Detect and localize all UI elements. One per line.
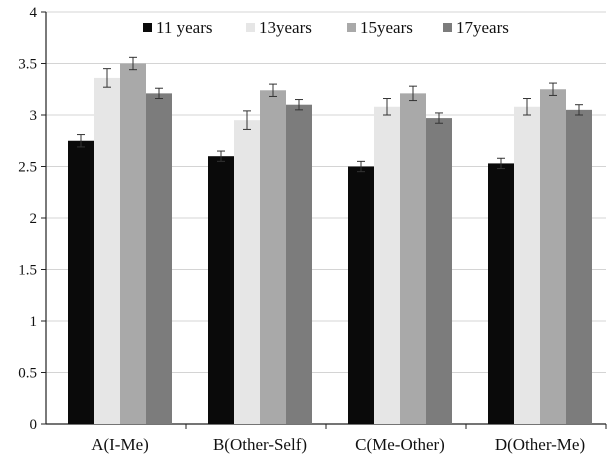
y-tick-label: 2 — [30, 211, 38, 227]
y-tick-label: 0.5 — [18, 366, 37, 382]
y-tick-label: 4 — [30, 5, 38, 21]
bar — [146, 93, 172, 425]
bar — [488, 163, 514, 424]
category-label: D(Other-Me) — [495, 435, 585, 454]
legend-label: 17years — [456, 18, 509, 37]
legend-label: 13years — [259, 18, 312, 37]
y-tick-label: 0 — [30, 417, 38, 433]
bar — [260, 90, 286, 424]
y-tick-label: 1.5 — [18, 263, 37, 279]
y-tick-label: 2.5 — [18, 160, 37, 176]
legend: 11 years 13years 15years 17years — [143, 18, 509, 37]
bar — [374, 106, 400, 424]
bar — [348, 166, 374, 424]
legend-swatch — [143, 23, 152, 32]
legend-label: 15years — [360, 18, 413, 37]
y-tick-label: 1 — [30, 314, 38, 330]
bar — [514, 106, 540, 424]
bar — [426, 118, 452, 424]
bar — [286, 104, 312, 424]
y-tick-label: 3 — [30, 108, 38, 124]
bar — [400, 93, 426, 425]
bars — [68, 56, 592, 425]
legend-label: 11 years — [156, 18, 213, 37]
bar — [234, 120, 260, 425]
bar — [94, 77, 120, 425]
legend-swatch — [347, 23, 356, 32]
bar — [120, 63, 146, 424]
legend-swatch — [246, 23, 255, 32]
bar — [540, 89, 566, 424]
bar — [566, 109, 592, 424]
category-label: A(I-Me) — [91, 435, 149, 454]
category-label: B(Other-Self) — [213, 435, 307, 454]
bar — [208, 156, 234, 424]
bar — [68, 140, 94, 424]
legend-swatch — [443, 23, 452, 32]
axis-labels: 0 0.5 1 1.5 2 2.5 3 3.5 4 A(I-Me) B(Other-Self) C(M… — [18, 5, 585, 454]
category-label: C(Me-Other) — [355, 435, 445, 454]
y-tick-label: 3.5 — [18, 57, 37, 73]
